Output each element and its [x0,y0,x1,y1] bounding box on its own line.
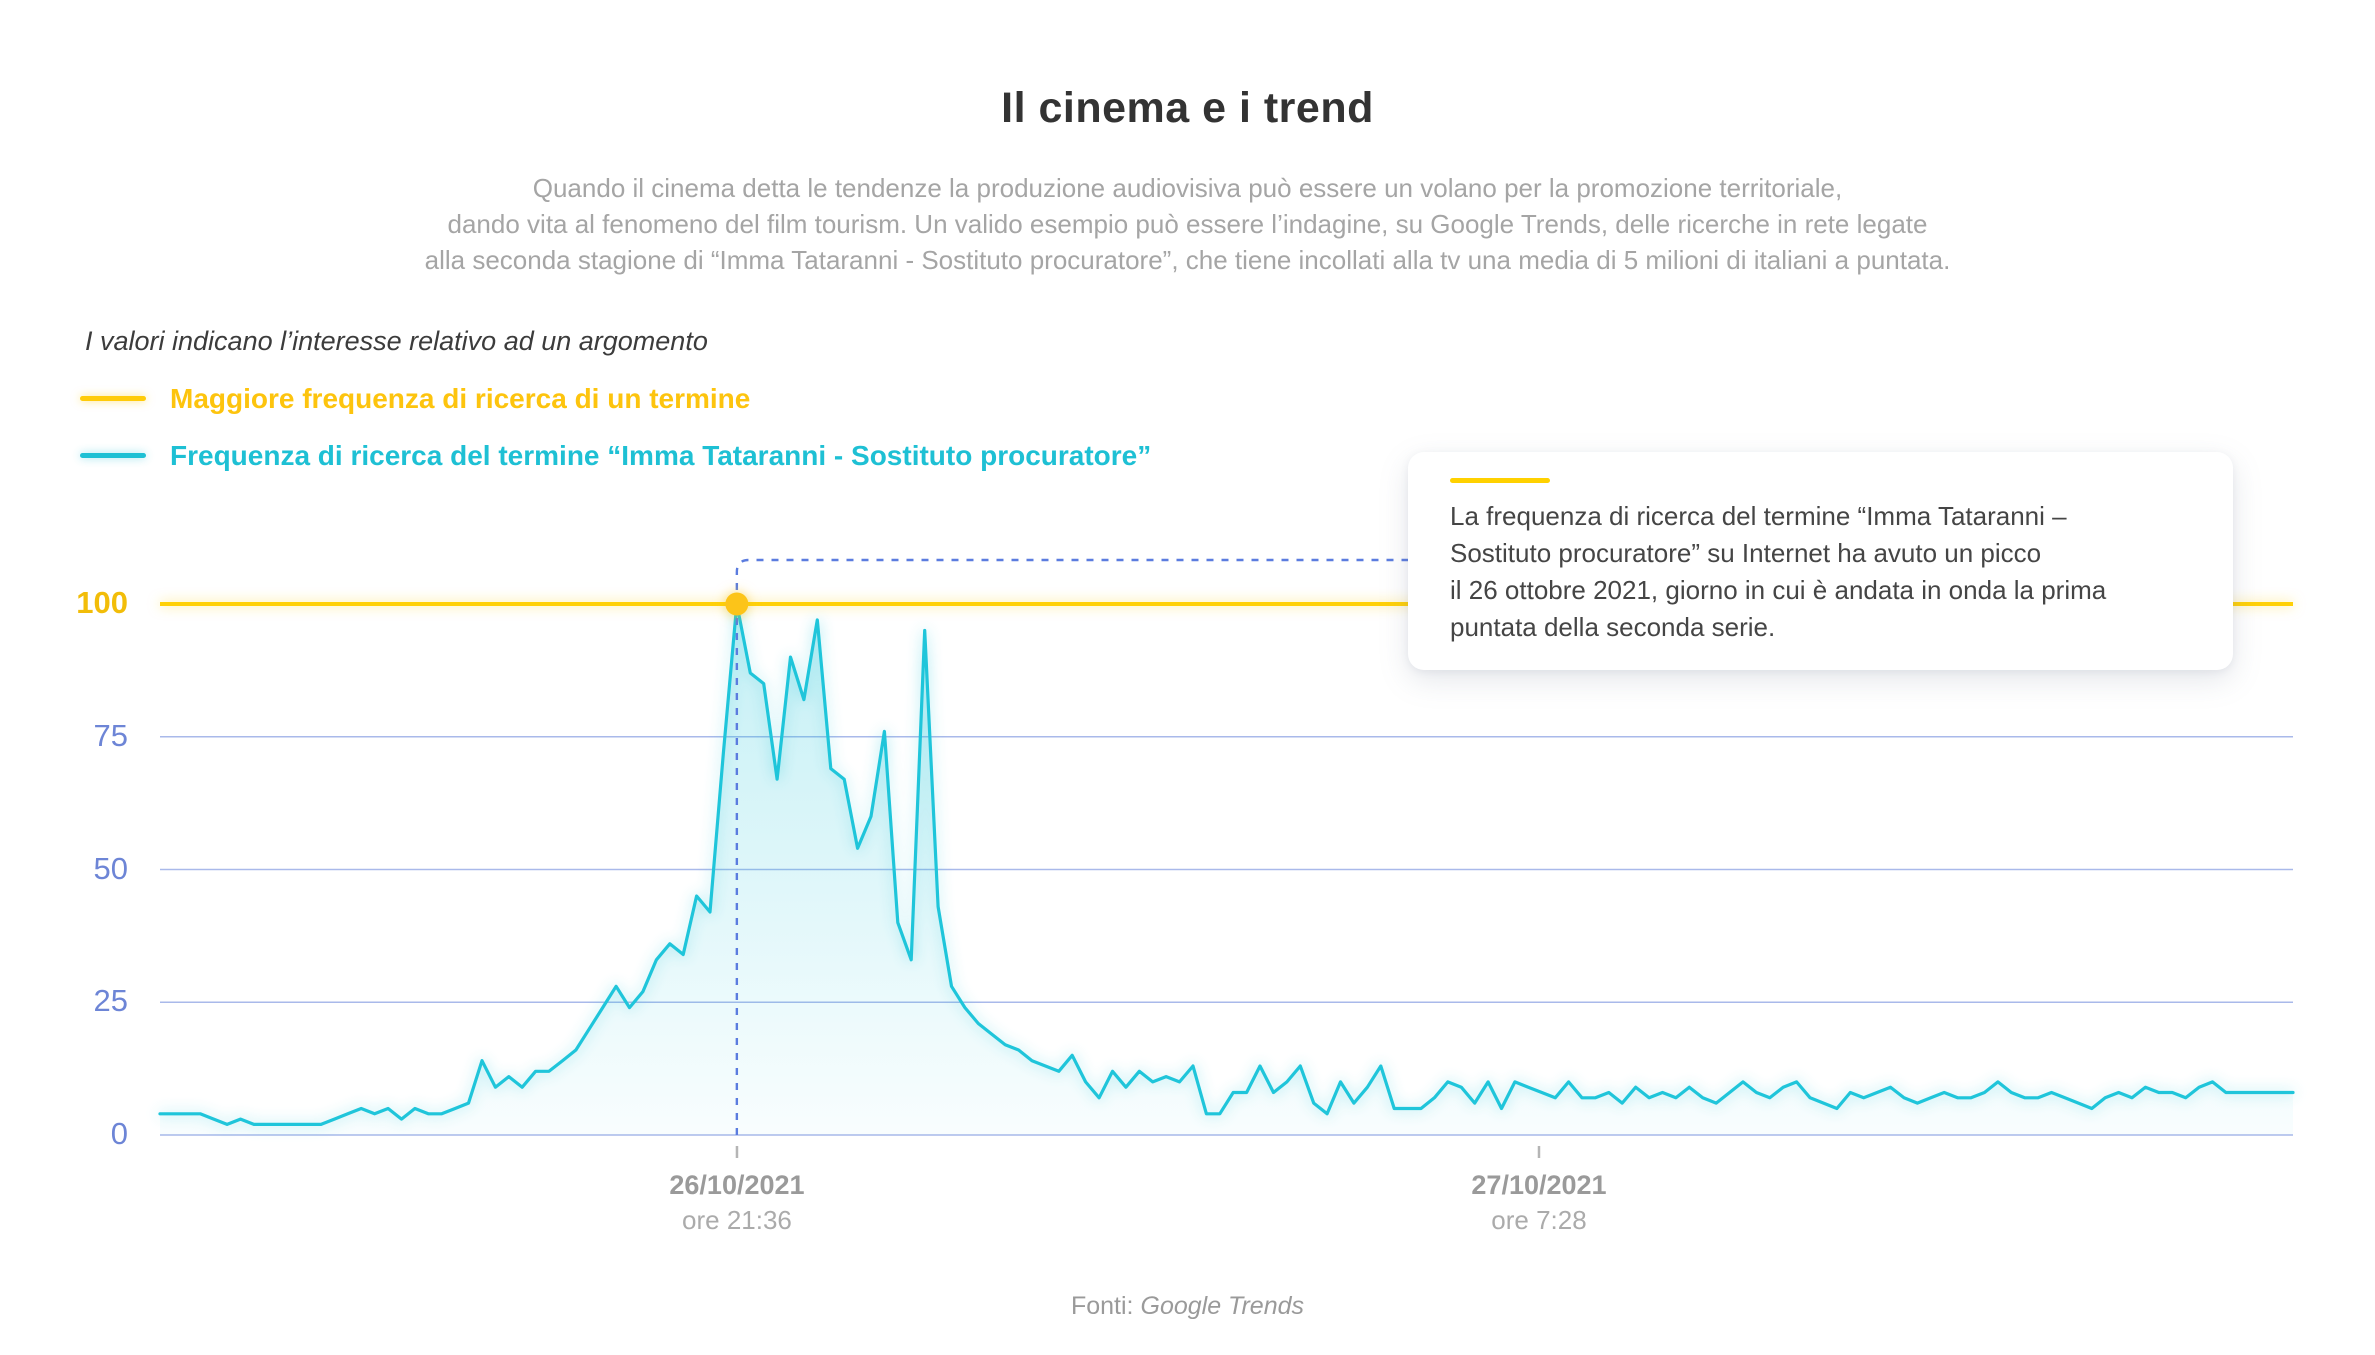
y-axis-label-25: 25 [93,983,128,1019]
x-axis-tick-27-10: 27/10/2021 ore 7:28 [1379,1170,1699,1236]
tooltip-text: La frequenza di ricerca del termine “Imm… [1450,498,2233,646]
legend-label: Frequenza di ricerca del termine “Imma T… [170,440,1152,471]
series-line [158,602,2295,1126]
y-axis-label-0: 0 [110,1116,128,1151]
x-tick-date: 26/10/2021 [669,1170,805,1200]
peak-marker-dot [725,592,749,616]
x-tick-date: 27/10/2021 [1471,1170,1607,1200]
tooltip-line: La frequenza di ricerca del termine “Imm… [1450,501,2067,531]
subtitle-line: dando vita al fenomeno del film tourism.… [447,209,1928,239]
y-axis-label-100: 100 [76,585,128,620]
peak-dashed-connector [735,558,1408,590]
note-text: I valori indicano l’interesse relativo a… [85,326,708,356]
subtitle-line: alla seconda stagione di “Imma Tataranni… [424,245,1951,275]
legend-swatch-yellow [80,396,146,401]
source-prefix: Fonti: [1070,1292,1134,1320]
tooltip-accent-bar [1450,478,1550,483]
tooltip-line: il 26 ottobre 2021, giorno in cui è anda… [1450,575,2107,605]
x-axis-tick-26-10: 26/10/2021 ore 21:36 [577,1170,897,1236]
tooltip-card: La frequenza di ricerca del termine “Imm… [1408,452,2233,670]
page-title: Il cinema e i trend [1001,84,1374,132]
x-tick-time: ore 21:36 [682,1205,792,1235]
subtitle-line: Quando il cinema detta le tendenze la pr… [532,173,1843,203]
x-axis-tickmarks [735,1146,1541,1158]
source-name: Google Trends [1140,1292,1305,1320]
series-area-fill [160,604,2293,1135]
legend-label: Maggiore frequenza di ricerca di un term… [170,383,751,414]
source-note: Fonti: Google Trends [0,1292,2375,1321]
tooltip-line: puntata della seconda serie. [1450,612,1776,642]
legend-swatch-cyan [80,453,146,458]
tooltip-line: Sostituto procuratore” su Internet ha av… [1450,538,2042,568]
subtitle: Quando il cinema detta le tendenze la pr… [0,170,2375,278]
y-axis-label-75: 75 [93,717,128,753]
y-axis-label-50: 50 [93,850,128,886]
x-tick-time: ore 7:28 [1491,1205,1587,1235]
